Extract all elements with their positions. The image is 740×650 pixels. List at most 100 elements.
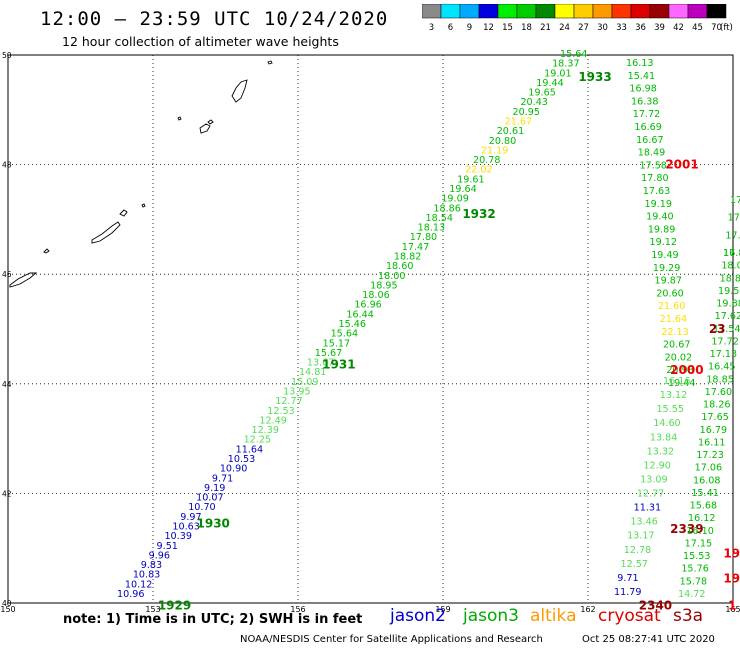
wave-height-value: 11.31	[634, 503, 661, 514]
pass-time-label: 2340	[639, 599, 672, 613]
wave-height-value: 16.10	[686, 526, 713, 537]
wave-height-value: 18.85	[706, 374, 733, 385]
wave-height-value: 18.84	[720, 273, 740, 284]
units-note: note: 1) Time is in UTC; 2) SWH is in fe…	[63, 612, 363, 627]
wave-height-value: 17.23	[696, 450, 723, 461]
wave-height-value: 12.78	[624, 545, 651, 556]
wave-height-value: 19.64	[449, 184, 476, 195]
wave-height-value: 10.12	[125, 579, 152, 590]
wave-height-value: 18.13	[418, 223, 445, 234]
wave-height-value: 10.70	[188, 502, 215, 513]
wave-height-value: 19.44	[536, 78, 563, 89]
wave-height-value: 17.80	[641, 173, 668, 184]
wave-height-value: 12.49	[259, 415, 286, 426]
colorbar-label: 3	[429, 23, 434, 33]
wave-height-value: 15.78	[680, 576, 707, 587]
wave-height-value: 11.79	[614, 587, 641, 598]
wave-height-value: 20.61	[497, 126, 524, 137]
wave-height-value: 20.02	[665, 352, 692, 363]
wave-height-value: 15.17	[323, 338, 350, 349]
wave-height-value: 9.96	[149, 550, 170, 561]
wave-height-value: 15.64	[560, 49, 587, 60]
wave-height-value: 15.09	[291, 377, 318, 388]
colorbar-swatch	[706, 4, 727, 19]
coastline-outline	[207, 119, 214, 125]
coastline-outline	[9, 272, 38, 288]
colorbar-label: 9	[467, 23, 472, 33]
wave-height-value: 10.53	[228, 454, 255, 465]
wave-height-value: 9.19	[204, 483, 225, 494]
coastline-outline	[199, 123, 211, 134]
wave-height-value: 18.04	[721, 261, 740, 272]
wave-height-value: 16.67	[636, 135, 663, 146]
wave-height-value: 18.26	[703, 400, 730, 411]
wave-height-value: 21.19	[481, 145, 508, 156]
wave-height-value: 10.39	[164, 531, 191, 542]
colorbar-label: 36	[635, 23, 646, 33]
wave-height-value: 17.72	[633, 109, 660, 120]
credit-line: NOAA/NESDIS Center for Satellite Applica…	[240, 634, 543, 645]
map-frame	[7, 54, 734, 604]
wave-height-value: 10.63	[172, 522, 199, 533]
wave-height-value: 17	[723, 248, 735, 259]
longitude-tick-label: 159	[435, 605, 450, 614]
wave-height-value: 9.51	[157, 541, 178, 552]
wave-height-value: 21.64	[660, 314, 687, 325]
wave-height-value: 12.90	[643, 460, 670, 471]
wave-height-value: 18.95	[370, 280, 397, 291]
wave-height-value: 17.58	[639, 160, 666, 171]
wave-height-value: 19.40	[646, 212, 673, 223]
wave-height-value: 17.54	[713, 324, 740, 335]
wave-height-value: 19.54	[718, 286, 740, 297]
legend-cryosat: cryosat	[598, 606, 661, 626]
wave-height-value: 17.	[730, 195, 740, 206]
wave-height-value: 10.96	[117, 589, 144, 600]
map-title: 12:00 – 23:59 UTC 10/24/2020	[40, 8, 389, 30]
colorbar-label: 21	[540, 23, 551, 33]
legend-jason2: jason2	[390, 606, 446, 626]
pass-time-label: 2001	[665, 158, 698, 172]
colorbar-label: 18	[521, 23, 532, 33]
pass-time-label: 2339	[670, 522, 703, 536]
wave-height-value: 16.12	[688, 513, 715, 524]
wave-height-value: 17.06	[695, 463, 722, 474]
wave-height-value: 17.13	[710, 349, 737, 360]
wave-height-value: 12.39	[251, 425, 278, 436]
coastline-outline	[231, 79, 248, 103]
wave-height-value: 20.67	[663, 340, 690, 351]
colorbar-unit: (ft)	[720, 23, 733, 33]
pass-time-label: 19	[723, 571, 740, 585]
wave-height-value: 14.81	[299, 367, 326, 378]
pass-time-label: 1931	[322, 358, 355, 372]
wave-height-value: 15.55	[656, 404, 683, 415]
map-subtitle: 12 hour collection of altimeter wave hei…	[62, 34, 339, 49]
wave-height-value: 15.64	[331, 329, 358, 340]
wave-height-value: 18.54	[426, 213, 453, 224]
latitude-tick-label: 46	[2, 270, 12, 279]
wave-height-value: 17.63	[643, 186, 670, 197]
wave-height-value: 17.62	[715, 311, 740, 322]
wave-height-value: 18.00	[378, 271, 405, 282]
wave-height-value: 19.29	[653, 263, 680, 274]
wave-height-value: 16.45	[708, 362, 735, 373]
longitude-tick-label: 150	[0, 605, 15, 614]
wave-height-value: 20.95	[513, 107, 540, 118]
wave-height-value: 15.76	[681, 564, 708, 575]
pass-time-label: 1930	[197, 517, 230, 531]
coastline-outline	[141, 203, 146, 208]
wave-height-value: 15.53	[683, 551, 710, 562]
wave-height-value: 10.83	[133, 570, 160, 581]
wave-height-value: 17.4	[728, 213, 740, 224]
coastline-outline	[43, 248, 50, 254]
wave-height-value: 19.88	[716, 299, 740, 310]
wave-height-value: 18.06	[362, 290, 389, 301]
wave-height-value: 12.53	[267, 406, 294, 417]
colorbar-label: 6	[448, 23, 453, 33]
wave-height-value: 16.44	[346, 309, 373, 320]
wave-height-value: 15.67	[315, 348, 342, 359]
wave-height-value: 18.37	[552, 59, 579, 70]
wave-height-value: 9.71	[617, 573, 638, 584]
wave-height-value: 13.95	[283, 387, 310, 398]
wave-height-value: 18.60	[386, 261, 413, 272]
